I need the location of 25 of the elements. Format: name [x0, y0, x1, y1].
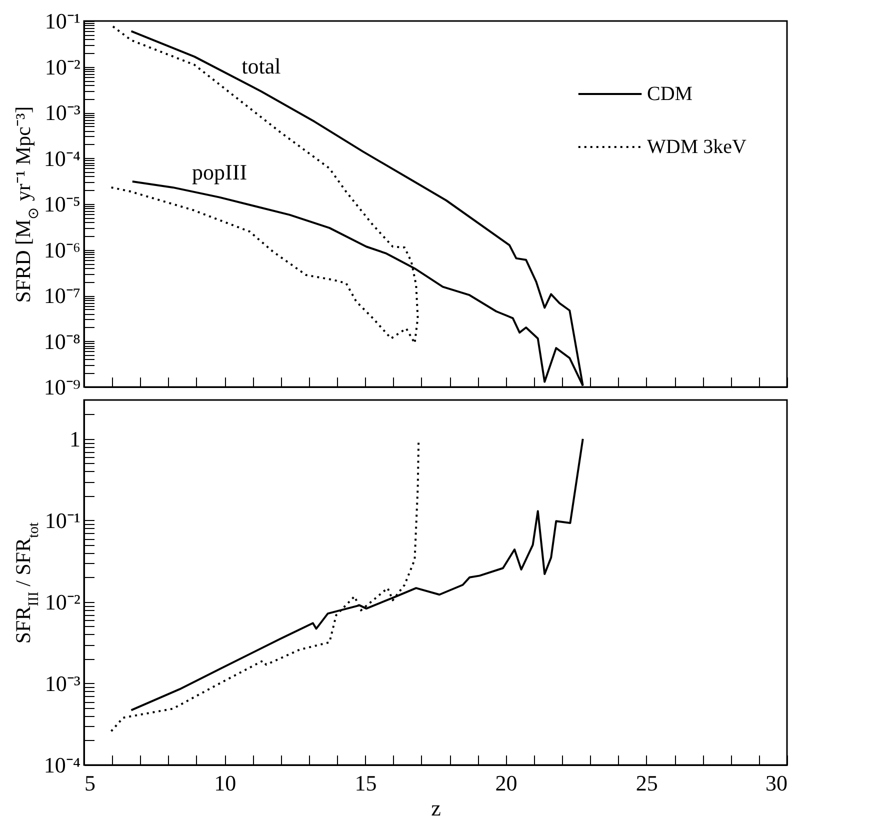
- y-tick-label: 10⁻¹: [44, 508, 80, 533]
- y-tick-label: 10⁻⁹: [44, 374, 81, 400]
- y-tick-label: 10⁻⁴: [44, 146, 81, 171]
- y-tick-label: 10⁻⁸: [44, 328, 80, 354]
- y-tick-label: 10⁻²: [44, 54, 81, 80]
- y-tick-label: 10⁻³: [44, 670, 81, 696]
- legend-label: CDM: [647, 83, 693, 105]
- annotation: total: [242, 53, 281, 78]
- y-tick-label: 1: [70, 426, 80, 452]
- y-tick-label: 10⁻¹: [44, 8, 80, 34]
- legend-label: WDM 3keV: [647, 136, 747, 158]
- y-tick-label: 10⁻⁶: [44, 237, 80, 262]
- y-tick-label: 10⁻⁵: [44, 192, 80, 216]
- annotation: popIII: [192, 159, 248, 184]
- x-tick-label: 30: [766, 770, 788, 796]
- y-tick-label: 10⁻²: [44, 589, 81, 614]
- x-axis-title: z: [431, 796, 442, 820]
- y-tick-label: 10⁻³: [44, 100, 81, 125]
- x-tick-label: 10: [214, 770, 236, 796]
- y-tick-label: 10⁻⁴: [44, 752, 81, 778]
- x-tick-label: 20: [495, 770, 518, 796]
- y-tick-label: 10⁻⁷: [44, 283, 80, 308]
- x-tick-label: 15: [354, 770, 377, 796]
- x-tick-label: 25: [636, 770, 658, 796]
- x-tick-label: 5: [84, 770, 96, 796]
